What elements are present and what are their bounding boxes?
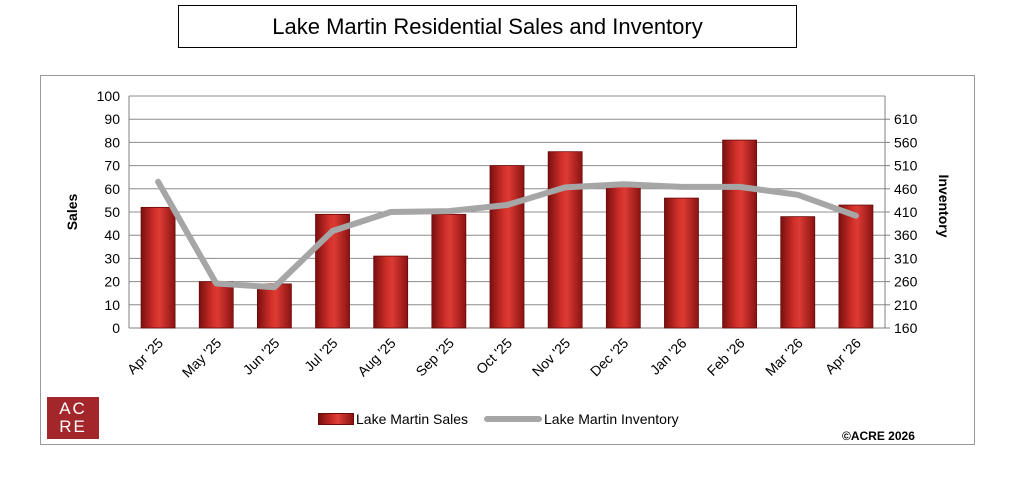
x-tick-label: Apr '26 xyxy=(822,335,865,378)
y2-tick-label: 160 xyxy=(894,320,918,336)
y2-tick-label: 310 xyxy=(894,250,918,266)
y2-tick-label: 460 xyxy=(894,181,918,197)
bar xyxy=(605,186,641,329)
bar xyxy=(431,213,467,329)
legend-label-sales: Lake Martin Sales xyxy=(356,411,469,427)
chart-plot: 0 10 20 30 40 50 60 70 80 90 100 160 210 260 310 360 410… xyxy=(64,88,952,381)
bar xyxy=(373,255,409,329)
y-tick-label: 10 xyxy=(104,297,120,313)
acre-logo: AC RE xyxy=(47,397,99,439)
y-tick-label: 30 xyxy=(104,250,120,266)
y-tick-label: 0 xyxy=(112,320,120,336)
x-tick-label: Jun '25 xyxy=(240,335,283,378)
x-tick-label: Jan '26 xyxy=(647,335,690,378)
y-axis-title: Sales xyxy=(64,193,80,230)
x-tick-label: Apr '25 xyxy=(124,335,167,378)
y2-tick-label: 360 xyxy=(894,227,918,243)
bar xyxy=(838,204,874,329)
legend-item-sales: Lake Martin Sales xyxy=(318,411,468,427)
y2-tick-label: 560 xyxy=(894,134,918,150)
y-tick-label: 90 xyxy=(104,111,120,127)
y2-tick-label: 410 xyxy=(894,204,918,220)
x-tick-label: May '25 xyxy=(179,335,225,381)
x-tick-label: Jul '25 xyxy=(301,335,341,375)
legend-label-inventory: Lake Martin Inventory xyxy=(544,411,679,427)
x-tick-label: Aug '25 xyxy=(354,335,399,380)
y2-tick-label: 210 xyxy=(894,297,918,313)
x-tick-label: Feb '26 xyxy=(704,335,748,379)
y-tick-label: 20 xyxy=(104,274,120,290)
x-tick-label: Dec '25 xyxy=(587,335,632,380)
x-tick-label: Nov '25 xyxy=(529,335,574,380)
chart-frame: 0 10 20 30 40 50 60 70 80 90 100 160 210 260 310 360 410… xyxy=(40,75,975,445)
y-tick-label: 50 xyxy=(104,204,120,220)
bar xyxy=(256,283,292,329)
y2-axis-title: Inventory xyxy=(936,174,952,237)
y-tick-label: 40 xyxy=(104,227,120,243)
bar xyxy=(547,151,583,329)
bar xyxy=(664,197,699,329)
x-tick-label: Sep '25 xyxy=(412,335,457,380)
legend-swatch-bar xyxy=(318,413,354,425)
y-tick-label: 100 xyxy=(97,88,121,104)
x-tick-label: Mar '26 xyxy=(762,335,806,379)
y2-tick-label: 260 xyxy=(894,274,918,290)
logo-line-2: RE xyxy=(59,417,87,436)
y2-tick-label: 610 xyxy=(894,111,918,127)
logo-line-1: AC xyxy=(59,399,87,418)
legend-swatch-line xyxy=(484,416,542,422)
inventory-line xyxy=(155,178,859,291)
bar xyxy=(198,281,234,329)
x-tick-label: Oct '25 xyxy=(473,335,516,378)
chart-title: Lake Martin Residential Sales and Invent… xyxy=(178,5,797,48)
legend-item-inventory: Lake Martin Inventory xyxy=(484,411,679,427)
y-tick-label: 60 xyxy=(104,181,120,197)
y2-tick-label: 510 xyxy=(894,158,918,174)
y-tick-label: 70 xyxy=(104,158,120,174)
bar xyxy=(140,206,176,329)
bar xyxy=(489,165,525,329)
y-tick-label: 80 xyxy=(104,134,120,150)
bar xyxy=(780,216,816,329)
bar xyxy=(722,139,758,329)
copyright-text: ©ACRE 2026 xyxy=(842,429,915,443)
